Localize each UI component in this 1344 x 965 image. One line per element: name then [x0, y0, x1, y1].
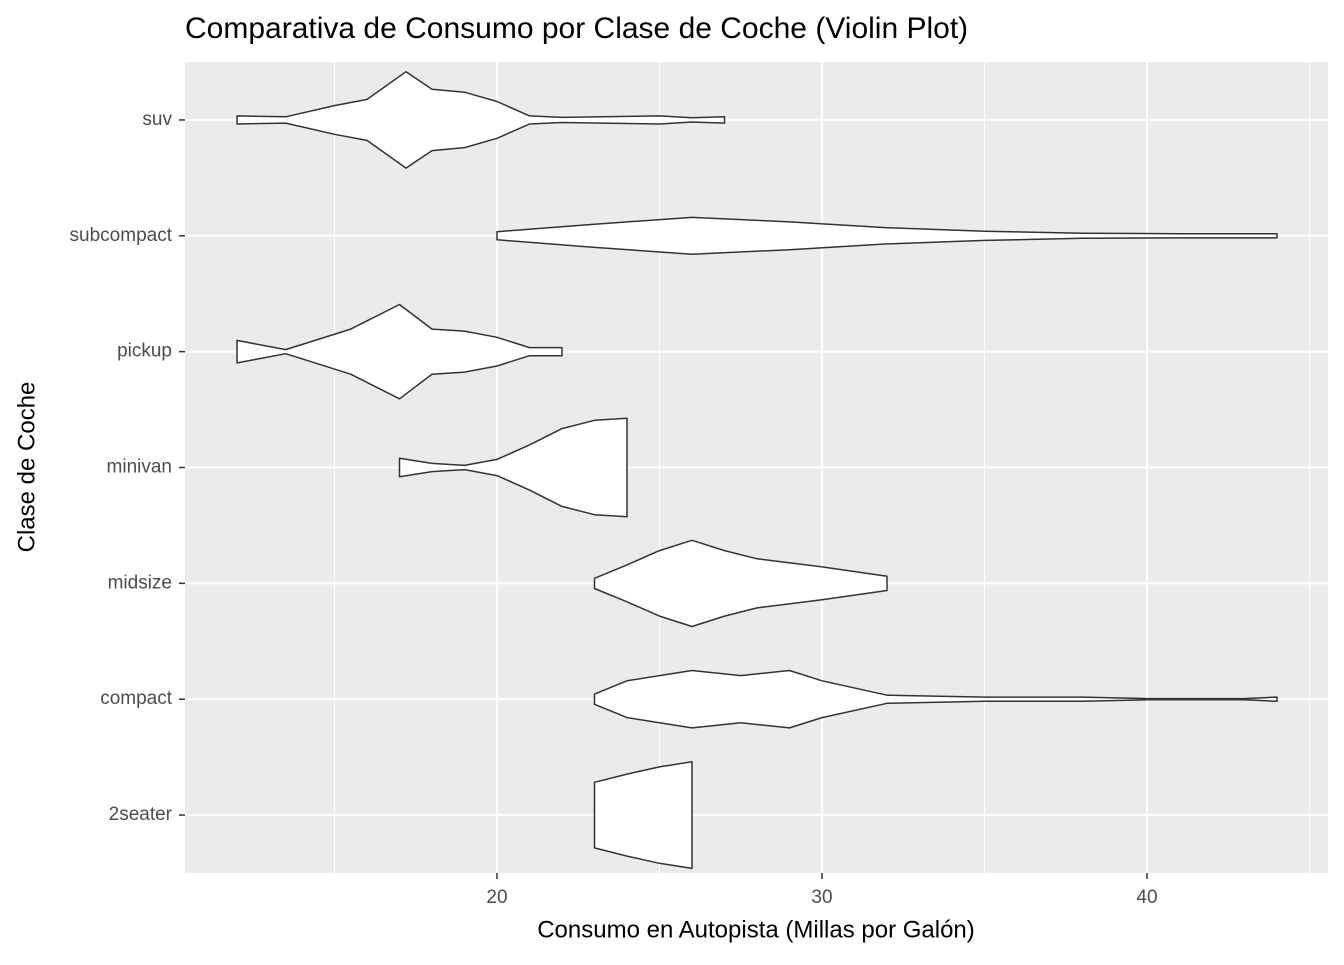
- x-axis-title: Consumo en Autopista (Millas por Galón): [537, 916, 975, 943]
- y-tick-label: 2seater: [109, 804, 173, 825]
- violin: [593, 761, 693, 870]
- y-tick-label: compact: [100, 688, 173, 709]
- y-tick-label: minivan: [107, 457, 172, 478]
- violin: [593, 669, 1278, 729]
- y-tick-label: midsize: [108, 572, 172, 593]
- violin: [496, 216, 1278, 255]
- violin: [398, 417, 628, 518]
- x-tick-label: 30: [811, 887, 832, 908]
- y-tick-label: subcompact: [70, 225, 173, 246]
- chart-title: Comparativa de Consumo por Clase de Coch…: [185, 12, 968, 45]
- y-tick-label: pickup: [117, 341, 172, 362]
- y-axis-title: Clase de Coche: [13, 382, 40, 553]
- y-tick-label: suv: [142, 109, 172, 130]
- x-tick-label: 20: [486, 887, 507, 908]
- x-tick-label: 40: [1136, 887, 1157, 908]
- violin: [236, 303, 563, 400]
- violin: [236, 70, 726, 169]
- violin: [593, 539, 888, 628]
